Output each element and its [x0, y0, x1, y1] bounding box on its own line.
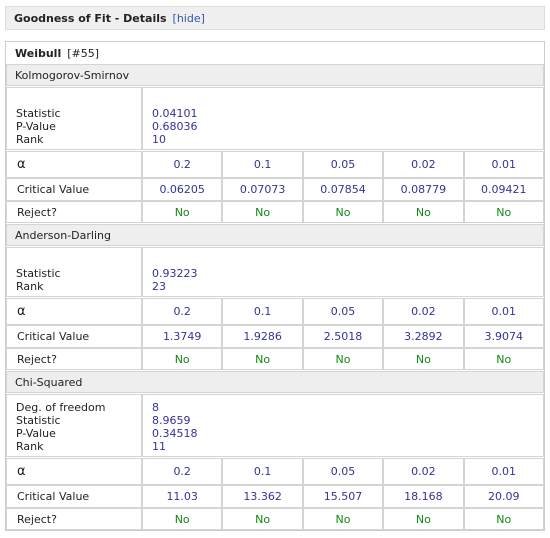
hide-link[interactable]: [hide] [172, 11, 205, 25]
critical-value: 13.362 [222, 485, 303, 508]
stats-label-cell [6, 394, 142, 457]
stat-value: 0.34518 [152, 427, 198, 440]
stat-value: 0.04101 [152, 107, 198, 120]
alpha-value: 0.2 [142, 458, 223, 485]
stat-value: 0.93223 [152, 267, 198, 280]
stat-label: Statistic [16, 267, 61, 280]
critical-value: 15.507 [302, 485, 384, 508]
stat-label: Statistic [16, 414, 61, 427]
stat-value: 8 [152, 401, 159, 414]
stat-label: P-Value [16, 120, 56, 133]
stats-value-cell [142, 394, 544, 457]
stat-label: Statistic [16, 107, 61, 120]
stat-value: 8.9659 [152, 414, 191, 427]
section-header: Goodness of Fit - Details [hide] [5, 6, 545, 30]
critical-value: 0.07854 [302, 178, 384, 201]
reject-value: No [222, 348, 303, 370]
reject-value: No [463, 348, 544, 370]
stat-value: 23 [152, 280, 166, 293]
alpha-value: 0.05 [302, 151, 384, 178]
alpha-value: 0.2 [142, 151, 223, 178]
test-name: Chi-Squared [6, 371, 544, 393]
stat-label: P-Value [16, 427, 56, 440]
critical-value: 0.06205 [142, 178, 223, 201]
alpha-label: α [6, 151, 142, 178]
test-name: Kolmogorov-Smirnov [6, 64, 544, 86]
critical-value: 1.3749 [142, 325, 223, 348]
reject-value: No [302, 201, 384, 223]
stat-value: 10 [152, 133, 166, 146]
alpha-value: 0.1 [222, 298, 303, 325]
stats-value-cell [142, 87, 544, 150]
stats-label-cell [6, 87, 142, 150]
critical-value: 18.168 [383, 485, 464, 508]
stat-value: 11 [152, 440, 166, 453]
critical-value: 20.09 [463, 485, 544, 508]
reject-value: No [142, 508, 223, 530]
alpha-value: 0.02 [383, 458, 464, 485]
distribution-id: [#55] [67, 46, 100, 60]
critical-value: 1.9286 [222, 325, 303, 348]
reject-label: Reject? [6, 508, 142, 530]
reject-label: Reject? [6, 201, 142, 223]
stat-label: Rank [16, 280, 44, 293]
distribution-name: Weibull [15, 46, 62, 60]
reject-value: No [302, 508, 384, 530]
reject-value: No [302, 348, 384, 370]
reject-value: No [142, 201, 223, 223]
critical-value: 0.09421 [463, 178, 544, 201]
critical-value: 2.5018 [302, 325, 384, 348]
alpha-label: α [6, 298, 142, 325]
reject-value: No [142, 348, 223, 370]
reject-value: No [463, 508, 544, 530]
alpha-value: 0.1 [222, 458, 303, 485]
alpha-value: 0.01 [463, 298, 544, 325]
reject-value: No [383, 348, 464, 370]
critical-label: Critical Value [6, 325, 142, 348]
test-name: Anderson-Darling [6, 224, 544, 246]
critical-label: Critical Value [6, 178, 142, 201]
reject-value: No [222, 201, 303, 223]
stat-label: Rank [16, 440, 44, 453]
critical-value: 3.9074 [463, 325, 544, 348]
alpha-label: α [6, 458, 142, 485]
stat-label: Deg. of freedom [16, 401, 106, 414]
alpha-value: 0.02 [383, 151, 464, 178]
alpha-value: 0.2 [142, 298, 223, 325]
alpha-value: 0.01 [463, 151, 544, 178]
alpha-value: 0.01 [463, 458, 544, 485]
reject-value: No [222, 508, 303, 530]
critical-value: 0.08779 [383, 178, 464, 201]
critical-label: Critical Value [6, 485, 142, 508]
alpha-value: 0.02 [383, 298, 464, 325]
stat-label: Rank [16, 133, 44, 146]
stats-value-cell [142, 247, 544, 297]
critical-value: 0.07073 [222, 178, 303, 201]
alpha-value: 0.1 [222, 151, 303, 178]
section-title: Goodness of Fit - Details [14, 11, 167, 25]
stat-value: 0.68036 [152, 120, 198, 133]
critical-value: 3.2892 [383, 325, 464, 348]
stats-label-cell [6, 247, 142, 297]
reject-label: Reject? [6, 348, 142, 370]
critical-value: 11.03 [142, 485, 223, 508]
reject-value: No [383, 201, 464, 223]
alpha-value: 0.05 [302, 298, 384, 325]
alpha-value: 0.05 [302, 458, 384, 485]
details-box [5, 41, 545, 531]
reject-value: No [463, 201, 544, 223]
distribution-row: Weibull [#55] [6, 43, 544, 63]
reject-value: No [383, 508, 464, 530]
